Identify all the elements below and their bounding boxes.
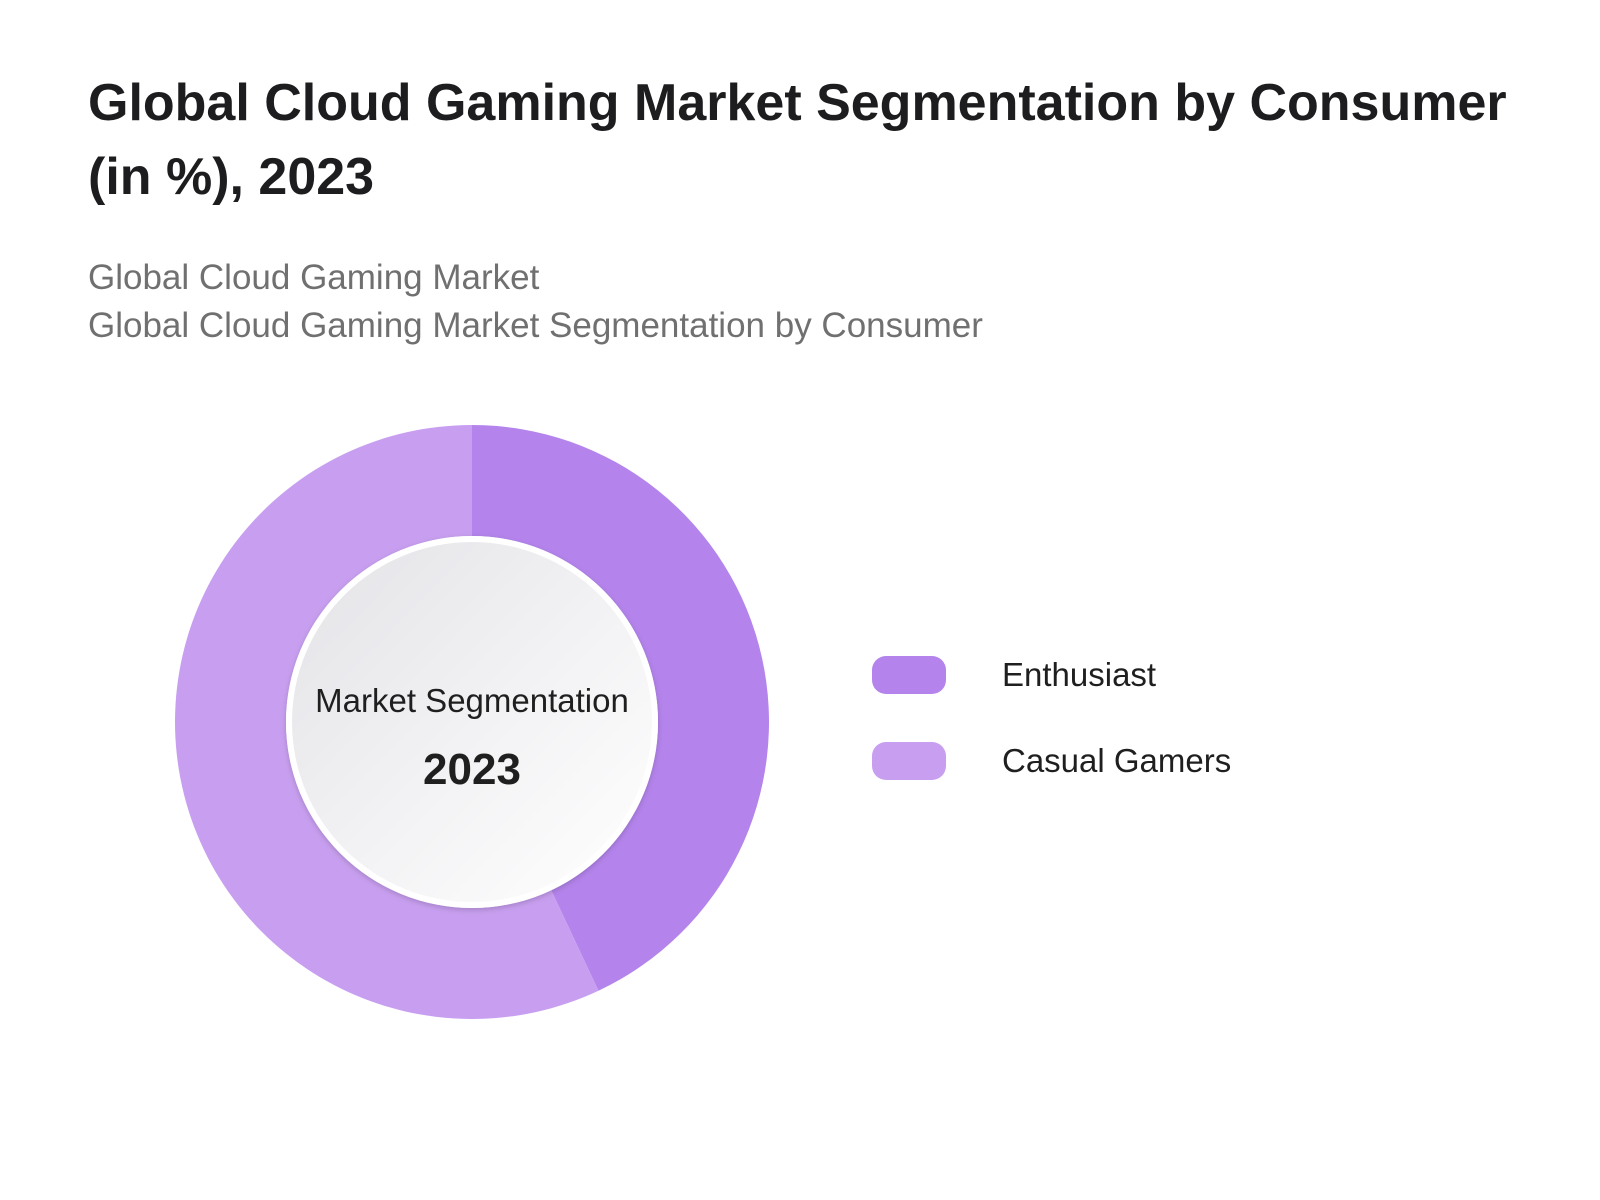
chart-subtitle-market: Global Cloud Gaming Market <box>88 258 540 297</box>
chart-subtitle-segmentation: Global Cloud Gaming Market Segmentation … <box>88 306 983 345</box>
legend-swatch <box>872 742 946 780</box>
donut-slice-enthusiast[interactable] <box>472 425 769 991</box>
legend-label: Enthusiast <box>1002 656 1157 693</box>
donut-slice-casual-gamers[interactable] <box>174 425 599 1019</box>
subtitle-block: Global Cloud Gaming Market Global Cloud … <box>88 254 1288 350</box>
legend-swatch <box>872 656 946 694</box>
donut-slices <box>174 425 769 1019</box>
donut-center-year: 2023 <box>423 745 521 794</box>
chart-title: Global Cloud Gaming Market Segmentation … <box>88 74 1507 206</box>
donut-center-face <box>292 542 652 902</box>
legend-label: Casual Gamers <box>1002 742 1232 779</box>
donut-center-label: Market Segmentation <box>315 682 629 719</box>
